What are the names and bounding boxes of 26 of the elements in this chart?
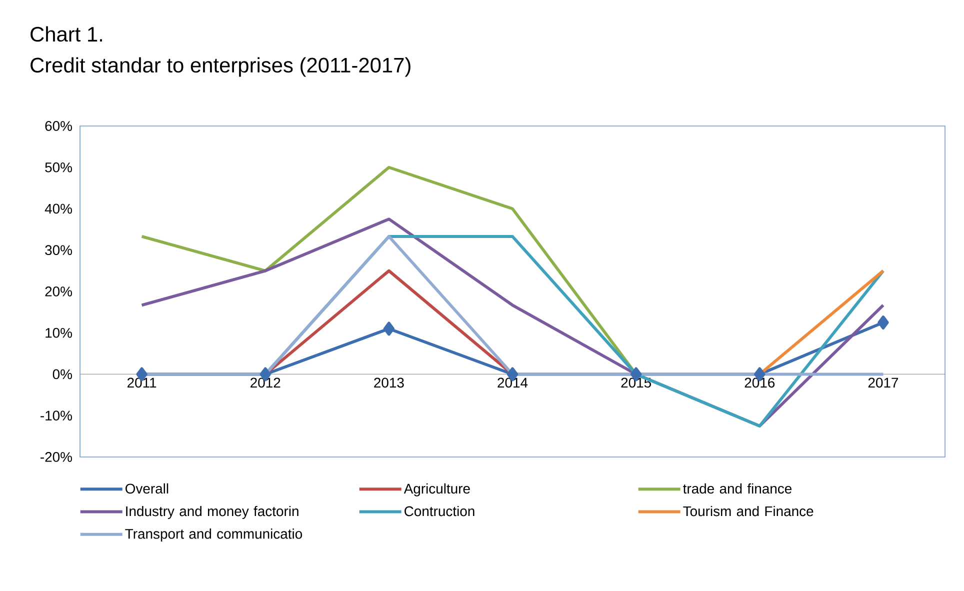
x-tick-label: 2016 [744, 378, 775, 388]
y-tick-label: 20% [45, 286, 72, 296]
x-tick-label: 2012 [250, 378, 280, 388]
x-tick-label: 2017 [868, 378, 898, 388]
legend-label: Overall [126, 483, 168, 494]
y-tick-label: -10% [40, 410, 72, 421]
chart-title: Chart 1. [30, 26, 102, 42]
legend-label: Transport and communicatio [125, 528, 302, 542]
legend-label: Contruction [404, 506, 474, 516]
x-tick-label: 2013 [374, 378, 404, 388]
x-tick-label: 2011 [128, 378, 156, 388]
chart-subtitle: Credit standar to enterprises (2011-2017) [30, 57, 410, 77]
y-tick-label: 40% [44, 204, 72, 214]
x-tick-label: 2014 [498, 378, 528, 388]
y-tick-label: 0% [52, 369, 72, 380]
legend-label: Agriculture [404, 483, 470, 496]
point [878, 316, 889, 330]
point [383, 322, 395, 336]
legend-label: trade and finance [683, 483, 792, 494]
y-tick-label: 30% [45, 245, 72, 256]
legend-label: Tourism and Finance [683, 506, 814, 516]
y-tick-label: 10% [46, 328, 72, 338]
legend-label: Industry and money factorin [126, 506, 298, 519]
y-tick-label: 60% [45, 121, 72, 131]
y-tick-label: -20% [40, 452, 72, 462]
y-tick-label: 50% [45, 162, 72, 172]
